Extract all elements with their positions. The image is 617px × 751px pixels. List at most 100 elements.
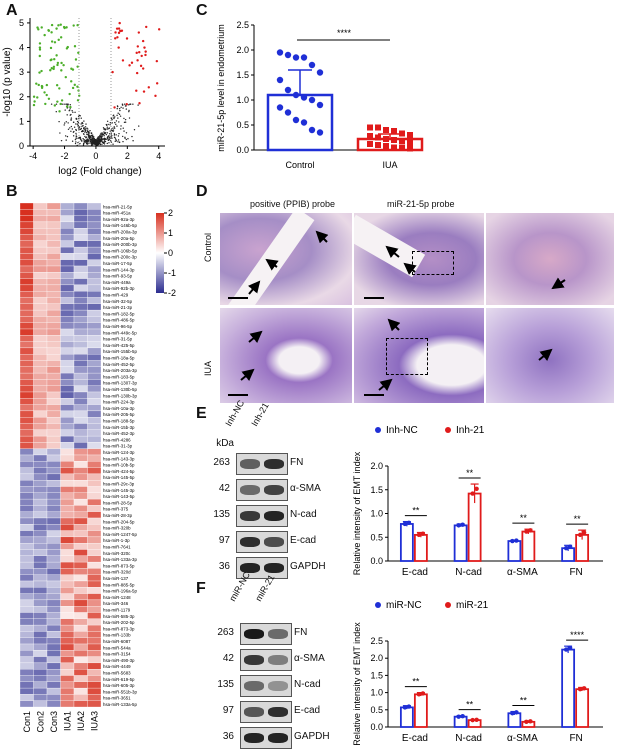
c-point xyxy=(375,142,381,148)
micrograph-iua-mir21 xyxy=(353,307,485,404)
volcano-point-ns xyxy=(65,139,67,141)
heatmap-row-label: hsa-miR-490-3p xyxy=(103,658,135,663)
volcano-point-ns xyxy=(81,140,83,142)
c-point xyxy=(391,137,397,143)
heatmap-cell xyxy=(73,486,88,493)
legend-label: miR-NC xyxy=(386,600,422,611)
c-point xyxy=(391,128,397,134)
heatmap-cell xyxy=(87,278,102,286)
e-blot-ncad xyxy=(236,505,288,527)
heatmap-cell xyxy=(73,404,88,412)
volcano-point-ns xyxy=(85,136,88,138)
heatmap-cell xyxy=(60,221,75,229)
volcano-point-ns xyxy=(102,127,105,129)
heatmap-cell xyxy=(19,372,34,380)
sig-label: ** xyxy=(412,677,420,687)
volcano-point-down xyxy=(62,63,65,67)
heatmap-cell xyxy=(19,530,34,538)
ytick-label: 0.0 xyxy=(370,722,383,732)
volcano-point-down xyxy=(40,69,43,73)
e-band xyxy=(264,563,284,573)
ytick-label: 2.5 xyxy=(370,636,383,646)
heatmap-cell xyxy=(60,536,75,544)
volcano-point-ns xyxy=(138,125,140,127)
volcano-point-ns xyxy=(75,137,77,140)
heatmap-cell xyxy=(33,341,48,349)
volcano-point-down xyxy=(55,84,59,87)
heatmap: hsa-miR-21-5phsa-miR-451ahsa-miR-92a-3ph… xyxy=(19,202,176,733)
heatmap-cell xyxy=(73,618,88,626)
volcano-point-ns xyxy=(78,118,80,120)
heatmap-cell xyxy=(46,561,61,569)
heatmap-row-label: hsa-miR-452-3p xyxy=(103,431,135,436)
heatmap-cell xyxy=(73,385,88,393)
volcano-ytick-label: 2 xyxy=(19,92,24,102)
volcano-point-down xyxy=(57,24,60,27)
heatmap-cell xyxy=(46,278,61,286)
bar-inh-21 xyxy=(413,533,428,562)
d-row2-label: IUA xyxy=(203,360,213,376)
heatmap-cell xyxy=(60,347,75,355)
heatmap-row-label: hsa-miR-15b-3p xyxy=(103,425,135,430)
heatmap-cell xyxy=(60,700,75,708)
heatmap-cell xyxy=(19,681,34,689)
heatmap-cell xyxy=(19,448,34,456)
colorbar-tick-label: 0 xyxy=(168,248,173,258)
volcano-point-down xyxy=(53,41,57,44)
ytick-label: 2.0 xyxy=(370,461,383,471)
heatmap-cell xyxy=(19,391,34,399)
legend-label: Inh-NC xyxy=(386,425,418,436)
heatmap-cell xyxy=(33,637,48,645)
heatmap-cell xyxy=(73,272,88,279)
heatmap-cell xyxy=(60,410,75,418)
volcano-point-ns xyxy=(123,103,126,105)
sig-label: ** xyxy=(574,514,582,524)
c-point xyxy=(375,124,381,131)
heatmap-cell xyxy=(60,694,75,701)
volcano-point-up xyxy=(119,29,122,33)
heatmap-cell xyxy=(33,669,48,676)
heatmap-cell xyxy=(87,322,102,330)
f-blot-gapdh xyxy=(240,727,292,749)
volcano-point-ns xyxy=(87,136,90,138)
heatmap-row-label: hsa-miR-92b-3p xyxy=(103,286,135,291)
heatmap-cell xyxy=(60,417,75,424)
c-point xyxy=(316,129,324,136)
heatmap-row-label: hsa-miR-1247-5p xyxy=(103,532,137,537)
heatmap-cell xyxy=(33,291,48,298)
heatmap-cell xyxy=(87,360,102,367)
heatmap-cell xyxy=(60,228,75,235)
xtick-label: α-SMA xyxy=(507,567,538,578)
data-point xyxy=(528,528,533,533)
heatmap-cell xyxy=(60,442,75,449)
volcano-point-ns xyxy=(80,127,83,130)
data-point xyxy=(510,538,515,544)
volcano-point-down xyxy=(58,110,61,113)
data-point xyxy=(528,719,533,724)
heatmap-cell xyxy=(19,404,34,412)
heatmap-cell xyxy=(33,662,48,670)
f-protein-label-2: N-cad xyxy=(294,679,321,690)
heatmap-cell xyxy=(87,681,102,689)
volcano-point-ns xyxy=(75,141,77,143)
heatmap-cell xyxy=(33,536,48,544)
heatmap-cell xyxy=(33,429,48,437)
volcano-point-ns xyxy=(117,117,119,119)
heatmap-row-label: hsa-miR-32-5p xyxy=(103,299,133,304)
heatmap-cell xyxy=(19,568,34,575)
volcano-point-ns xyxy=(88,137,91,139)
volcano-point-ns xyxy=(74,138,77,141)
heatmap-row-label: hsa-miR-18a-5p xyxy=(103,356,135,361)
heatmap-cell xyxy=(33,511,48,519)
c-point xyxy=(367,124,373,131)
heatmap-cell xyxy=(87,536,102,544)
heatmap-cell xyxy=(60,681,75,689)
heatmap-cell xyxy=(87,599,102,607)
volcano-point-down xyxy=(70,80,73,83)
volcano-point-ns xyxy=(79,115,81,117)
heatmap-cell xyxy=(73,549,88,556)
xtick-label: α-SMA xyxy=(507,733,538,744)
volcano-point-ns xyxy=(74,111,76,114)
heatmap-cell xyxy=(46,461,61,468)
sig-label: ** xyxy=(520,696,528,706)
